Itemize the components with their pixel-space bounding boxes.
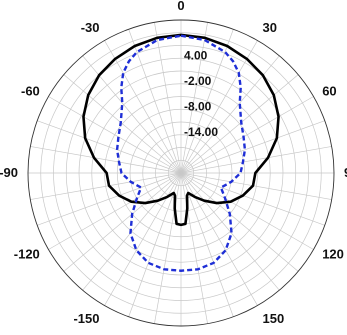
grid-spoke xyxy=(180,172,280,291)
grid-spoke xyxy=(180,172,234,317)
angle-tick-label: 30 xyxy=(263,20,277,35)
angle-tick-label: -90 xyxy=(0,165,18,180)
angle-tick-label: 120 xyxy=(322,247,344,262)
grid-spoke xyxy=(63,74,182,174)
radial-tick-labels: 4.00 -2.00 -8.00 -14.00 xyxy=(184,49,218,140)
grid-spoke xyxy=(30,146,182,174)
grid-spoke xyxy=(180,96,314,174)
angle-tick-label: 90 xyxy=(344,165,347,180)
grid-spoke xyxy=(180,22,208,174)
grid-spoke xyxy=(82,172,182,291)
grid-spoke xyxy=(48,172,182,250)
angle-tick-label: -30 xyxy=(81,20,100,35)
series-line-solid xyxy=(82,33,280,227)
angle-tick-label: -180 xyxy=(168,333,194,335)
grid-spoke xyxy=(180,172,314,250)
grid-spoke xyxy=(180,172,208,324)
grid-spoke xyxy=(180,172,332,200)
outer-frame-circle xyxy=(27,19,335,327)
grid-spoke xyxy=(154,172,182,324)
polar-grid xyxy=(27,19,335,327)
series-line-dashed xyxy=(115,34,247,272)
grid-spoke xyxy=(180,40,258,174)
angle-tick-label: -150 xyxy=(73,311,99,326)
grid-spoke xyxy=(48,96,182,174)
grid-spoke xyxy=(180,172,325,226)
grid-spoke xyxy=(128,29,182,174)
radial-tick-label: -2.00 xyxy=(184,74,212,88)
grid-spoke xyxy=(37,120,182,174)
series-group xyxy=(82,33,280,272)
grid-spoke xyxy=(180,172,299,272)
grid-spoke xyxy=(128,172,182,317)
angle-tick-label: 60 xyxy=(322,84,336,99)
radial-tick-label: 4.00 xyxy=(184,49,208,63)
grid-spoke xyxy=(180,74,299,174)
grid-spoke xyxy=(180,146,332,174)
grid-spoke xyxy=(63,172,182,272)
radial-tick-label: -14.00 xyxy=(184,125,218,139)
radial-tick-label: -8.00 xyxy=(184,100,212,114)
grid-spoke xyxy=(180,120,325,174)
grid-spoke xyxy=(154,22,182,174)
angle-tick-label: -120 xyxy=(14,247,40,262)
grid-spoke xyxy=(30,172,182,200)
angle-tick-label: -60 xyxy=(21,84,40,99)
grid-spoke xyxy=(104,40,182,174)
angle-tick-label: 0 xyxy=(177,0,184,13)
grid-spoke xyxy=(37,172,182,226)
angle-tick-label: 150 xyxy=(263,311,285,326)
